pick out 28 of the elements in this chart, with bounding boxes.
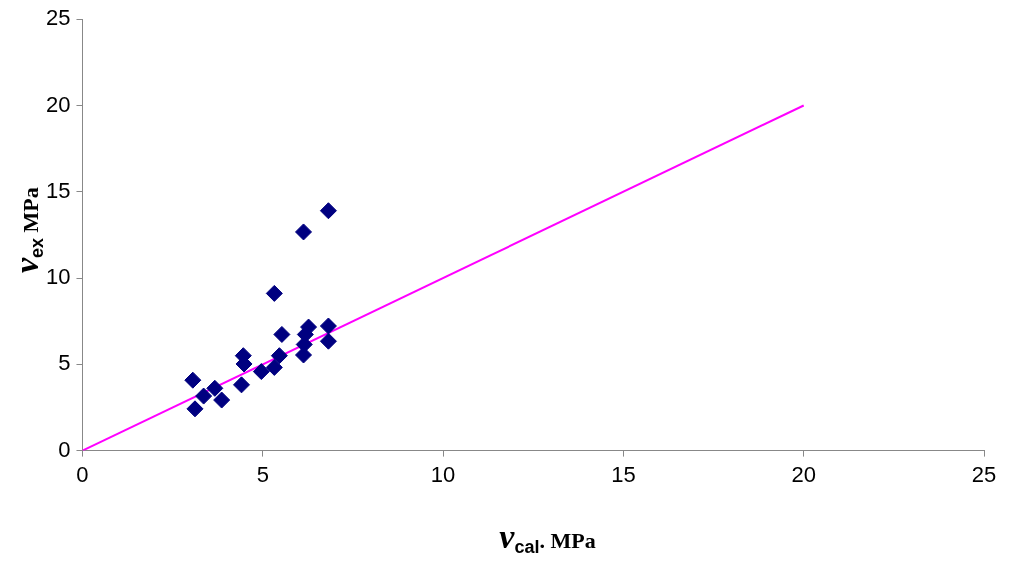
y-tick-label: 20	[45, 91, 71, 117]
x-tick-label: 5	[256, 461, 269, 487]
point	[265, 284, 283, 302]
y-tick-label: 10	[45, 264, 71, 290]
x-tick-label: 10	[430, 461, 456, 487]
x-tick-label: 0	[76, 461, 89, 487]
point	[319, 332, 337, 350]
y-tick-label: 0	[58, 436, 71, 462]
x-tick-label: 20	[791, 461, 816, 487]
point	[319, 202, 337, 220]
point	[206, 379, 224, 397]
x-tick-label: 25	[971, 461, 997, 487]
x-tick-label: 15	[611, 461, 636, 487]
y-tick-label: 15	[45, 177, 71, 203]
point	[195, 387, 213, 405]
y-tick-label: 5	[58, 350, 71, 376]
point	[273, 325, 291, 343]
point	[295, 223, 313, 241]
point	[213, 391, 231, 409]
point	[184, 371, 202, 389]
y-tick-label: 25	[45, 5, 71, 31]
point	[186, 400, 204, 418]
x-axis-title: v$_{cal}$. MPa	[498, 518, 597, 559]
point	[252, 363, 270, 381]
point	[265, 358, 283, 376]
point	[319, 317, 337, 335]
point	[270, 347, 288, 365]
point	[233, 376, 250, 394]
